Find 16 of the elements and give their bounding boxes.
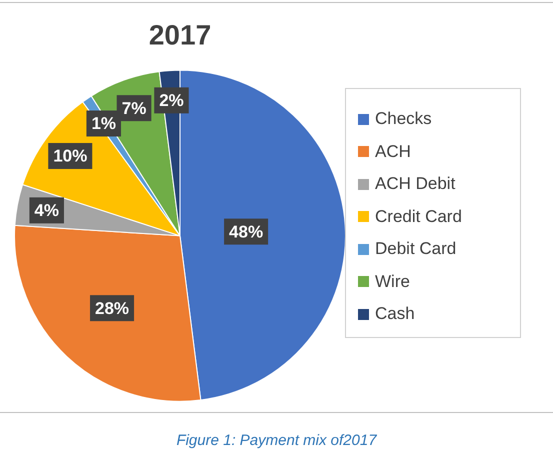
data-label: 28% (95, 298, 130, 318)
legend-label: Cash (375, 304, 415, 324)
legend-label: Checks (375, 109, 432, 130)
data-label: 4% (34, 201, 59, 220)
data-label: 10% (53, 146, 88, 166)
legend-label: Wire (375, 272, 410, 292)
legend-label: Credit Card (375, 206, 462, 227)
legend-label: ACH (375, 142, 411, 162)
caption: Figure 1: Payment mix of2017 (175, 432, 378, 449)
data-label: 7% (122, 98, 146, 118)
data-label: 2% (159, 91, 184, 110)
legend-label: ACH Debit (375, 174, 456, 194)
data-label: 1% (91, 114, 116, 134)
legend-label: Debit Card (375, 239, 456, 260)
chart-title: 2017 (148, 20, 212, 51)
data-label: 48% (229, 222, 264, 242)
